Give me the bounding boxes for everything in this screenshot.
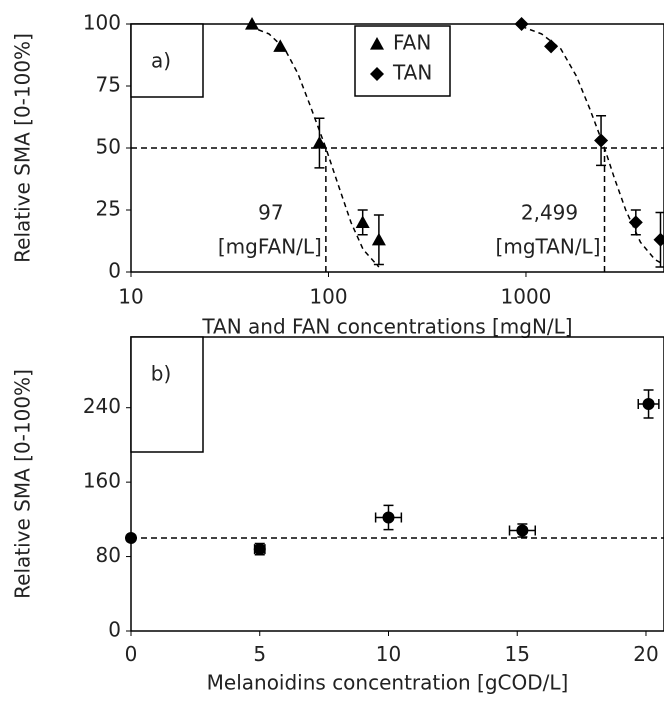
- x-tick-label: 1000: [501, 285, 552, 309]
- y-tick-label: 75: [96, 73, 121, 97]
- annotation-unit: [mgTAN/L]: [496, 235, 601, 259]
- marker: [371, 232, 386, 246]
- panel-label-box: [130, 23, 204, 98]
- x-tick-label: 10: [118, 285, 143, 309]
- annotation-unit: [mgFAN/L]: [218, 235, 322, 259]
- marker: [628, 215, 643, 230]
- panel-label: a): [151, 49, 171, 73]
- x-tick-label: 0: [125, 642, 138, 666]
- y-tick-label: 0: [108, 618, 121, 642]
- annotation-value: 97: [258, 201, 283, 225]
- y-tick-label: 25: [96, 197, 121, 221]
- x-axis-label: Melanoidins concentration [gCOD/L]: [207, 671, 569, 695]
- y-axis-label: Relative SMA [0-100%]: [11, 33, 35, 263]
- marker: [514, 17, 529, 31]
- fit-curve: [249, 25, 380, 268]
- y-tick-label: 0: [108, 259, 121, 283]
- y-tick-label: 240: [83, 394, 121, 418]
- marker: [273, 39, 288, 52]
- marker: [245, 17, 260, 30]
- plot-frame: [130, 336, 664, 632]
- marker: [544, 39, 559, 54]
- y-tick-label: 160: [83, 469, 121, 493]
- legend-marker: [370, 37, 384, 50]
- marker: [312, 136, 327, 149]
- y-tick-label: 100: [83, 11, 121, 35]
- fit-curve: [521, 25, 664, 266]
- y-tick-label: 80: [96, 543, 121, 567]
- x-tick-label: 10: [376, 642, 401, 666]
- x-tick-label: 15: [505, 642, 530, 666]
- x-tick-label: 100: [309, 285, 347, 309]
- legend-label: FAN: [393, 31, 431, 55]
- marker: [382, 511, 395, 524]
- x-axis-label: TAN and FAN concentrations [mgN/L]: [201, 315, 572, 339]
- legend-box: [354, 25, 451, 97]
- marker: [642, 397, 655, 410]
- marker: [653, 232, 664, 247]
- annotation-value: 2,499: [521, 201, 578, 225]
- panel-label: b): [151, 362, 172, 386]
- legend-label: TAN: [392, 61, 432, 85]
- marker: [253, 543, 266, 556]
- y-tick-label: 50: [96, 135, 121, 159]
- panel-label-box: [130, 336, 204, 453]
- marker: [355, 215, 370, 228]
- marker: [125, 531, 137, 544]
- y-axis-label: Relative SMA [0-100%]: [11, 369, 35, 599]
- marker: [594, 133, 609, 148]
- legend-marker: [370, 67, 384, 81]
- marker: [516, 524, 529, 537]
- x-tick-label: 5: [253, 642, 266, 666]
- x-tick-label: 20: [633, 642, 658, 666]
